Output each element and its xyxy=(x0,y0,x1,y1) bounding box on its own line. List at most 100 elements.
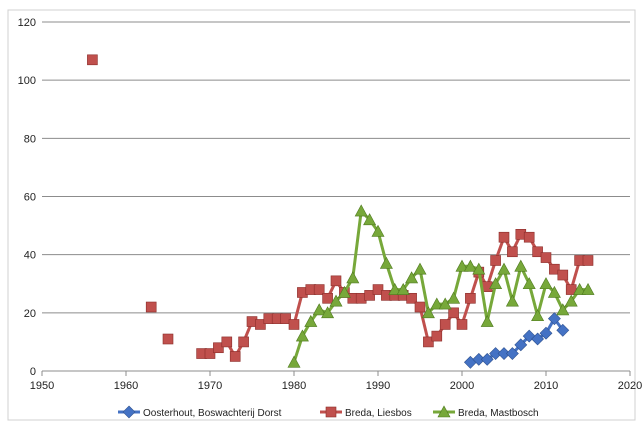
data-point xyxy=(505,347,519,360)
legend: Oosterhout, Boswachterij Dorst Breda, Lie… xyxy=(118,405,539,419)
series-line-segment xyxy=(452,264,464,300)
data-point xyxy=(447,291,461,304)
y-tick-label: 0 xyxy=(30,366,36,378)
data-point xyxy=(354,204,368,217)
data-point xyxy=(288,319,300,330)
data-point xyxy=(439,319,451,330)
data-point xyxy=(498,231,510,243)
data-point xyxy=(363,213,377,226)
y-tick-label: 80 xyxy=(24,133,36,145)
data-point xyxy=(532,246,543,258)
x-tick-label: 1980 xyxy=(282,380,306,392)
series-line-segment xyxy=(510,264,523,303)
data-point xyxy=(523,231,535,243)
gridlines xyxy=(42,21,630,314)
data-point xyxy=(507,246,518,258)
series-line-segment xyxy=(376,229,388,265)
series-0 xyxy=(463,312,570,369)
data-point xyxy=(547,312,561,326)
data-point xyxy=(564,294,578,307)
series-line-segment xyxy=(536,282,548,318)
legend-label: Breda, Liesbos xyxy=(345,408,412,419)
data-point xyxy=(539,277,553,290)
data-point xyxy=(87,54,98,66)
legend-marker xyxy=(122,405,136,419)
x-tick-label: 1960 xyxy=(114,380,138,392)
x-tick-label: 1950 xyxy=(30,380,54,392)
data-point xyxy=(539,326,553,340)
data-point xyxy=(204,348,216,359)
data-point xyxy=(438,297,452,310)
series-line-segment xyxy=(485,282,498,324)
data-point xyxy=(497,262,511,275)
data-point xyxy=(430,297,444,310)
data-point xyxy=(396,282,410,295)
data-point xyxy=(448,307,459,319)
data-point xyxy=(312,303,326,316)
data-point xyxy=(229,351,241,362)
data-point xyxy=(531,309,545,322)
data-point xyxy=(505,294,519,307)
y-tick-label: 40 xyxy=(24,250,36,262)
series-1 xyxy=(87,54,594,362)
data-point xyxy=(372,284,384,295)
data-point xyxy=(480,352,494,366)
y-tick-label: 20 xyxy=(24,308,36,320)
data-point xyxy=(221,336,233,348)
x-tick-label: 1970 xyxy=(198,380,222,392)
data-point xyxy=(431,330,443,342)
data-point xyxy=(423,336,434,348)
series-line-segment xyxy=(418,267,430,315)
data-point xyxy=(371,224,385,237)
series-line-segment xyxy=(351,209,363,280)
data-point xyxy=(413,262,427,275)
data-point xyxy=(456,319,468,330)
y-tick-label: 60 xyxy=(24,192,36,204)
data-point xyxy=(162,333,174,345)
y-tick-label: 120 xyxy=(18,17,36,29)
data-point xyxy=(330,275,342,287)
data-point xyxy=(556,323,570,337)
data-point xyxy=(489,277,503,290)
series-line-segment xyxy=(292,290,304,326)
data-point xyxy=(313,284,325,295)
data-point xyxy=(405,271,419,284)
data-point xyxy=(329,294,343,307)
legend-entry: Breda, Mastbosch xyxy=(433,405,539,419)
data-point xyxy=(531,332,545,346)
data-point xyxy=(549,263,560,275)
legend-marker xyxy=(437,405,451,418)
data-point xyxy=(280,313,291,324)
data-point xyxy=(547,285,561,298)
data-point xyxy=(346,271,360,284)
legend-entry: Oosterhout, Boswachterij Dorst xyxy=(118,405,282,419)
data-point xyxy=(581,282,595,295)
data-point xyxy=(514,338,528,352)
legend-marker xyxy=(325,406,337,418)
data-point xyxy=(522,277,536,290)
x-tick-label: 2020 xyxy=(618,380,642,392)
series-line-segment xyxy=(477,267,489,324)
data-point xyxy=(145,301,157,313)
data-point xyxy=(337,285,351,298)
data-point xyxy=(556,303,570,316)
data-point xyxy=(465,292,476,304)
data-point xyxy=(295,329,309,342)
data-point xyxy=(388,282,402,295)
data-point xyxy=(463,259,477,272)
data-point xyxy=(480,314,494,327)
series-2 xyxy=(287,204,595,368)
y-tick-label: 100 xyxy=(18,75,36,87)
data-point xyxy=(379,256,393,269)
data-point xyxy=(321,306,335,319)
legend-label: Breda, Mastbosch xyxy=(458,408,539,419)
data-point xyxy=(213,342,224,354)
legend-label: Oosterhout, Boswachterij Dorst xyxy=(143,408,282,419)
data-point xyxy=(255,319,266,330)
data-point xyxy=(490,255,501,266)
data-point xyxy=(364,290,375,301)
data-point xyxy=(414,301,426,313)
data-point xyxy=(455,259,469,272)
